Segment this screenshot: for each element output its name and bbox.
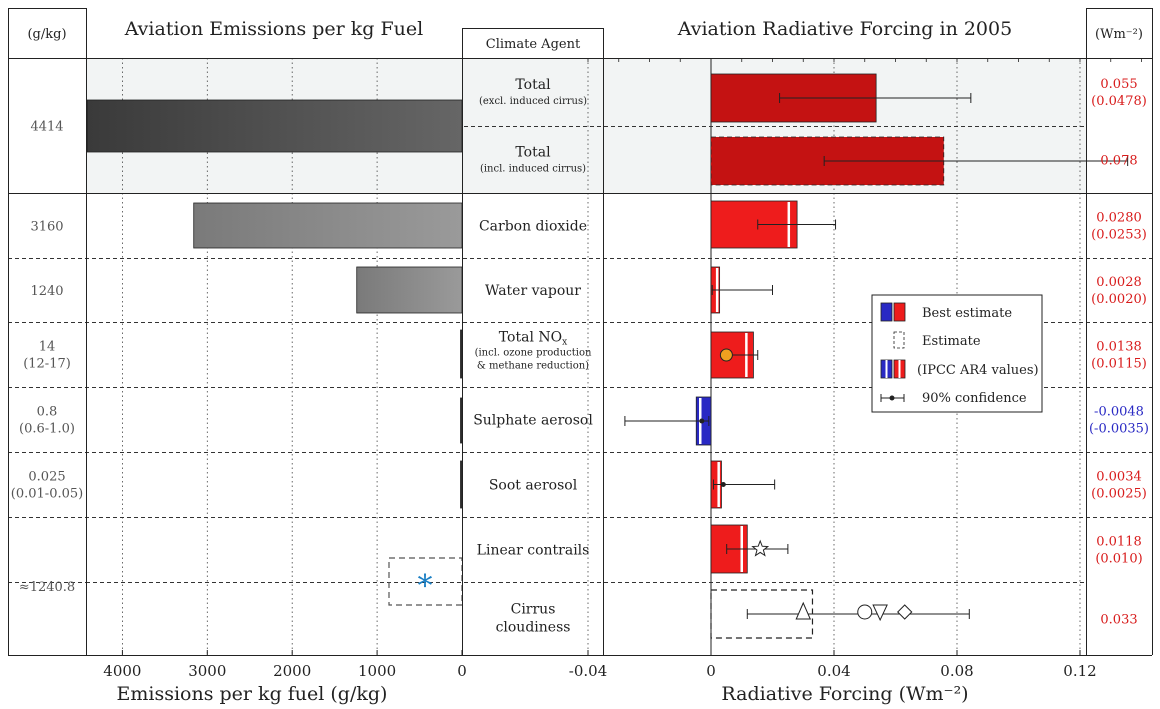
- emission-bar: [460, 329, 463, 379]
- left-tick-label: 4000: [103, 662, 141, 680]
- forcing-value: 0.0118: [1096, 535, 1142, 550]
- nox-marker: [719, 348, 733, 362]
- forcing-value: 0.0138: [1096, 340, 1142, 355]
- emission-bar: [193, 202, 463, 249]
- emission-value-labels: 4414 3160 1240 14 (12-17) 0.8 (0.6-1.0) 0.025 (0…: [11, 120, 83, 596]
- cirrus-triangle-marker: [795, 601, 812, 620]
- agent-label: Cirrus cloudiness: [496, 602, 571, 636]
- legend-estimate: Estimate: [922, 334, 981, 349]
- forcing-value: 0.0034: [1096, 470, 1142, 485]
- agent-name: Total: [515, 145, 551, 161]
- agent-name: Soot aerosol: [489, 478, 578, 494]
- emission-value: ≈1240.8: [19, 580, 75, 595]
- cirrus-circle-marker: [857, 604, 873, 620]
- legend-ci-dot: [889, 395, 895, 401]
- agent-name: Carbon dioxide: [479, 219, 587, 235]
- emission-value: 0.8: [37, 405, 58, 420]
- cirrus-diamond-marker: [897, 604, 913, 620]
- agent-sub: (incl. ozone production: [475, 348, 592, 359]
- emission-bar: [356, 266, 463, 314]
- agent-sub: (excl. induced cirrus): [479, 96, 587, 107]
- left-chart-title: Aviation Emissions per kg Fuel: [124, 18, 424, 40]
- forcing-value: 0.055: [1100, 77, 1137, 92]
- agent-label: Total NOx(incl. ozone production & methan…: [475, 330, 592, 372]
- legend-blue-swatch: [880, 302, 893, 322]
- agent-label: Carbon dioxide: [479, 219, 587, 235]
- forcing-value: 0.0028: [1096, 275, 1142, 290]
- forcing-bars: [624, 73, 1129, 639]
- agent-name: Water vapour: [485, 283, 581, 299]
- legend-red-swatch: [893, 302, 906, 322]
- agent-name: Total: [515, 77, 551, 93]
- legend-dashed-swatch: [893, 331, 905, 349]
- agent-label: Linear contrails: [477, 543, 590, 559]
- agent-label: Soot aerosol: [489, 478, 578, 494]
- forcing-ar4-value: (0.0115): [1091, 357, 1147, 372]
- forcing-value: 0.0280: [1096, 211, 1142, 226]
- left-tick-label: 2000: [273, 662, 311, 680]
- forcing-value: -0.0048: [1094, 405, 1144, 420]
- emission-asterisk: *: [418, 569, 433, 604]
- agent-label: Sulphate aerosol: [473, 413, 593, 429]
- emission-bars: *: [86, 99, 463, 606]
- legend-ipcc-ar4: (IPCC AR4 values): [917, 363, 1039, 378]
- legend: Best estimate Estimate (IPCC AR4 values)…: [871, 294, 1043, 413]
- agent-label: Total (incl. induced cirrus): [480, 145, 586, 175]
- agent-label: Total (excl. induced cirrus): [479, 77, 587, 107]
- right-tick-label: 0.12: [1063, 662, 1096, 680]
- emission-range: (0.01-0.05): [11, 487, 83, 502]
- emission-value: 1240: [30, 284, 63, 299]
- left-tick-label: 1000: [358, 662, 396, 680]
- forcing-ar4-value: (0.010): [1095, 552, 1142, 567]
- emission-value: 14: [39, 340, 56, 355]
- agent-name: Total NOx: [499, 330, 567, 348]
- agent-name: cloudiness: [496, 620, 571, 636]
- forcing-ar4-value: (0.0025): [1091, 487, 1147, 502]
- forcing-ar4-value: (-0.0035): [1089, 422, 1149, 437]
- left-tick-label: 3000: [188, 662, 226, 680]
- climate-agent-header: Climate Agent: [486, 37, 581, 52]
- legend-best-estimate: Best estimate: [922, 306, 1012, 321]
- agent-name: Sulphate aerosol: [473, 413, 593, 429]
- agent-name: Linear contrails: [477, 543, 590, 559]
- emission-value: 0.025: [28, 470, 65, 485]
- emission-bar: [460, 397, 463, 444]
- left-unit-header: (g/kg): [27, 27, 66, 42]
- right-tick-label: 0: [706, 662, 716, 680]
- agent-name: Cirrus: [511, 602, 556, 618]
- emission-value: 3160: [30, 220, 63, 235]
- right-tick-label: 0.04: [817, 662, 850, 680]
- emission-range: (12-17): [23, 357, 71, 372]
- emission-bar: [86, 99, 463, 153]
- contrail-star-marker: [751, 539, 770, 557]
- forcing-value-labels: 0.055 (0.0478) 0.078 0.0280 (0.0253) 0.0028 (0…: [1089, 77, 1149, 628]
- axis-ticks: 4000 3000 2000 1000 0 -0.04 0 0.04 0.08 0.12: [103, 58, 1142, 680]
- ci-dot: [720, 482, 726, 487]
- right-unit-header: (Wm⁻²): [1095, 27, 1143, 42]
- forcing-ar4-value: (0.0020): [1091, 292, 1147, 307]
- right-chart-title: Aviation Radiative Forcing in 2005: [677, 18, 1012, 40]
- panel-frame: [8, 8, 1153, 656]
- right-tick-label: 0.08: [940, 662, 973, 680]
- agent-sub: (incl. induced cirrus): [480, 164, 586, 175]
- left-tick-label: 0: [457, 662, 467, 680]
- forcing-ar4-value: (0.0253): [1091, 228, 1147, 243]
- agent-sub: & methane reduction): [477, 361, 589, 372]
- forcing-ar4-value: (0.0478): [1091, 94, 1147, 109]
- agent-label: Water vapour: [485, 283, 581, 299]
- emission-value: 4414: [30, 120, 63, 135]
- emission-range: (0.6-1.0): [19, 422, 75, 437]
- agent-labels: Total (excl. induced cirrus) Total (incl. i…: [473, 77, 593, 636]
- legend-90-confidence: 90% confidence: [922, 391, 1027, 406]
- forcing-value: 0.033: [1100, 613, 1137, 628]
- right-tick-label: -0.04: [569, 662, 607, 680]
- ci-dot: [699, 418, 705, 424]
- emission-bar: [460, 460, 463, 509]
- left-x-axis-label: Emissions per kg fuel (g/kg): [117, 683, 388, 705]
- cirrus-down-triangle-marker: [872, 604, 888, 622]
- forcing-value: 0.078: [1100, 154, 1137, 169]
- right-x-axis-label: Radiative Forcing (Wm⁻²): [721, 683, 968, 705]
